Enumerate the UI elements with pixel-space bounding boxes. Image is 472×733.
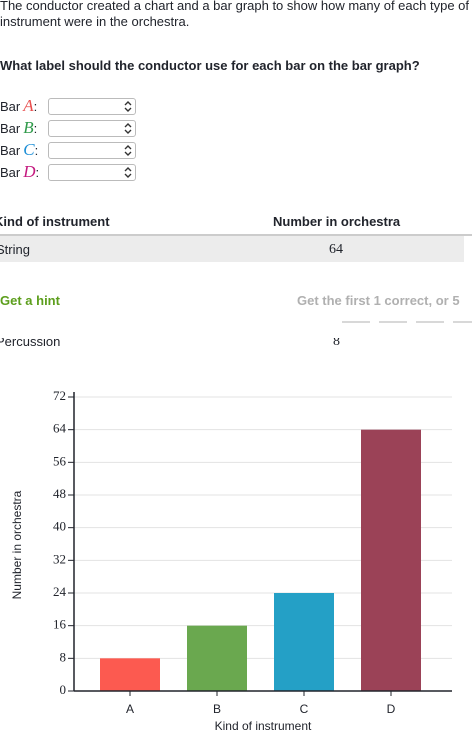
y-tick-label: 72 [53,388,66,403]
bar-chart: 0 8 16 24 32 40 48 56 64 72 A B C D Kind of instrument… [10,388,452,733]
table-cell: 8 [333,334,340,349]
bar [361,429,421,691]
bar-suffix: : [34,142,39,158]
bar-suffix: : [33,120,38,136]
bar-letter: A [23,96,34,115]
bar [274,593,334,691]
y-tick-label: 40 [53,519,66,534]
y-tick-label: 64 [53,421,67,436]
table-header: Kind of instrument Number in orchestra [0,212,472,236]
question-intro: The conductor created a chart and a bar … [0,0,470,29]
table-header-cell: Number in orchestra [273,214,401,229]
table-header-cell: Kind of instrument [0,214,110,229]
dropdown-icon [124,167,132,178]
x-axis-label: Kind of instrument [215,719,312,733]
dropdown-icon [124,123,132,134]
bar-prefix: Bar [0,142,21,158]
dropdown[interactable] [48,142,136,159]
y-tick-label: 32 [53,551,66,566]
progress-dashes [342,321,472,323]
bar-suffix: : [33,98,38,114]
select-row: Bar C: [0,140,39,159]
table-row: String 64 [0,236,464,262]
dropdown[interactable] [48,98,136,115]
bar-prefix: Bar [0,120,21,136]
bar-letter: C [23,140,35,159]
dropdown-icon [124,145,132,156]
x-tick-label: A [126,702,134,716]
x-tick-label: D [387,702,396,716]
select-row: Bar A: [0,96,38,115]
table-cell: String [0,242,30,257]
bar-letter: B [23,118,34,137]
y-tick-label: 8 [60,649,67,664]
y-tick-label: 48 [53,486,66,501]
progress-text: Get the first 1 correct, or 5 [297,293,460,308]
y-tick-label: 56 [53,453,67,468]
x-tick-label: B [213,702,221,716]
y-tick-label: 24 [53,584,67,599]
y-tick-label: 0 [60,682,67,697]
hint-bar: Get a hint Get the first 1 correct, or 5 [0,268,472,338]
dropdown[interactable] [48,120,136,137]
y-axis-label: Number in orchestra [10,490,24,599]
select-row: Bar B: [0,118,38,137]
dropdown-icon [124,101,132,112]
bar-prefix: Bar [0,98,21,114]
dropdown[interactable] [48,164,136,181]
x-tick-label: C [300,702,309,716]
select-row: Bar D: [0,162,40,181]
question-prompt: What label should the conductor use for … [0,58,420,73]
table-cell: 64 [329,242,343,257]
hint-button[interactable]: Get a hint [0,293,60,308]
bar-letter: D [23,162,36,181]
y-tick-label: 16 [53,617,67,632]
bar [100,658,160,691]
bar [187,625,247,691]
bar-prefix: Bar [0,164,21,180]
bar-suffix: : [35,164,40,180]
